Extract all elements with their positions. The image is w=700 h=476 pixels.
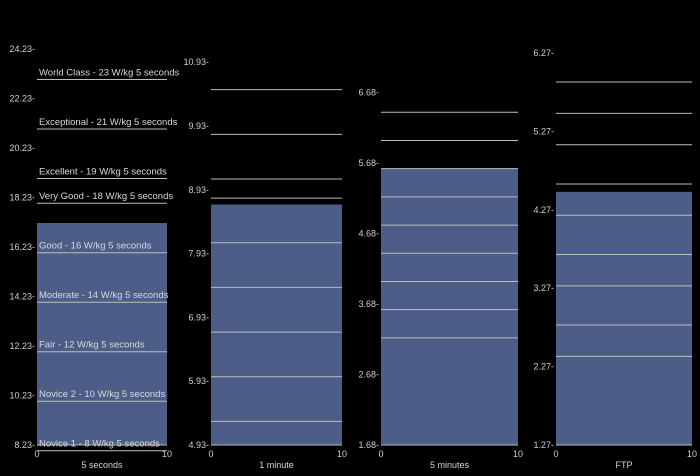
y-tick-label: 1.68- bbox=[358, 440, 379, 450]
x-tick-label: 0 bbox=[208, 449, 213, 459]
y-tick-label: 9.93- bbox=[188, 121, 209, 131]
chart-panel-4: 1.27- 2.27- 3.27- 4.27- 5.27- 6.27- 0 10 FTP bbox=[533, 48, 697, 470]
level-label: Novice 2 - 10 W/kg 5 seconds bbox=[39, 389, 165, 400]
y-tick-label: 5.27- bbox=[533, 126, 554, 136]
level-label: Excellent - 19 W/kg 5 seconds bbox=[39, 166, 167, 177]
level-label: Novice 1 - 8 W/kg 5 seconds bbox=[39, 439, 160, 450]
y-tick-label: 7.93- bbox=[188, 249, 209, 259]
y-tick-label: 3.68- bbox=[358, 299, 379, 309]
y-tick-label: 3.27- bbox=[533, 283, 554, 293]
x-axis-label: 5 seconds bbox=[81, 460, 123, 470]
y-tick-label: 8.23- bbox=[14, 440, 35, 450]
x-tick-label: 10 bbox=[687, 449, 697, 459]
chart-panel-1: World Class - 23 W/kg 5 seconds Exception… bbox=[9, 44, 179, 470]
y-tick-label: 16.23- bbox=[9, 242, 35, 252]
y-tick-label: 6.68- bbox=[358, 88, 379, 98]
x-tick-label: 0 bbox=[34, 449, 39, 459]
bar bbox=[556, 191, 692, 445]
chart-panel-3: 1.68- 2.68- 3.68- 4.68- 5.68- 6.68- 0 10 5 minut… bbox=[358, 88, 523, 470]
y-tick-label: 4.93- bbox=[188, 440, 209, 450]
level-label: Fair - 12 W/kg 5 seconds bbox=[39, 340, 145, 351]
y-tick-label: 1.27- bbox=[533, 440, 554, 450]
y-tick-label: 14.23- bbox=[9, 292, 35, 302]
x-axis-label: 1 minute bbox=[259, 460, 294, 470]
x-tick-label: 10 bbox=[337, 449, 347, 459]
y-tick-label: 22.23- bbox=[9, 94, 35, 104]
x-axis-label: FTP bbox=[616, 460, 633, 470]
bar bbox=[381, 168, 518, 445]
y-tick-label: 20.23- bbox=[9, 143, 35, 153]
x-axis-label: 5 minutes bbox=[430, 460, 470, 470]
y-tick-label: 18.23- bbox=[9, 193, 35, 203]
y-tick-label: 10.23- bbox=[9, 391, 35, 401]
y-tick-label: 6.27- bbox=[533, 48, 554, 58]
level-label: World Class - 23 W/kg 5 seconds bbox=[39, 67, 180, 78]
bar bbox=[211, 204, 342, 445]
y-tick-label: 6.93- bbox=[188, 312, 209, 322]
x-tick-label: 10 bbox=[513, 449, 523, 459]
x-tick-label: 10 bbox=[162, 449, 172, 459]
y-tick-label: 5.93- bbox=[188, 376, 209, 386]
y-tick-label: 4.27- bbox=[533, 205, 554, 215]
bar bbox=[37, 223, 167, 445]
y-tick-label: 10.93- bbox=[183, 57, 209, 67]
y-tick-label: 8.93- bbox=[188, 185, 209, 195]
y-tick-label: 4.68- bbox=[358, 229, 379, 239]
y-tick-label: 2.27- bbox=[533, 362, 554, 372]
y-tick-label: 24.23- bbox=[9, 44, 35, 54]
level-label: Good - 16 W/kg 5 seconds bbox=[39, 241, 152, 252]
level-label: Moderate - 14 W/kg 5 seconds bbox=[39, 290, 169, 301]
x-tick-label: 0 bbox=[378, 449, 383, 459]
chart-panel-2: 4.93- 5.93- 6.93- 7.93- 8.93- 9.93- 10.93- 0 10 1… bbox=[183, 57, 347, 470]
level-label: Very Good - 18 W/kg 5 seconds bbox=[39, 191, 173, 202]
y-tick-label: 2.68- bbox=[358, 370, 379, 380]
y-tick-label: 12.23- bbox=[9, 341, 35, 351]
level-label: Exceptional - 21 W/kg 5 seconds bbox=[39, 117, 178, 128]
y-tick-label: 5.68- bbox=[358, 158, 379, 168]
x-tick-label: 0 bbox=[553, 449, 558, 459]
